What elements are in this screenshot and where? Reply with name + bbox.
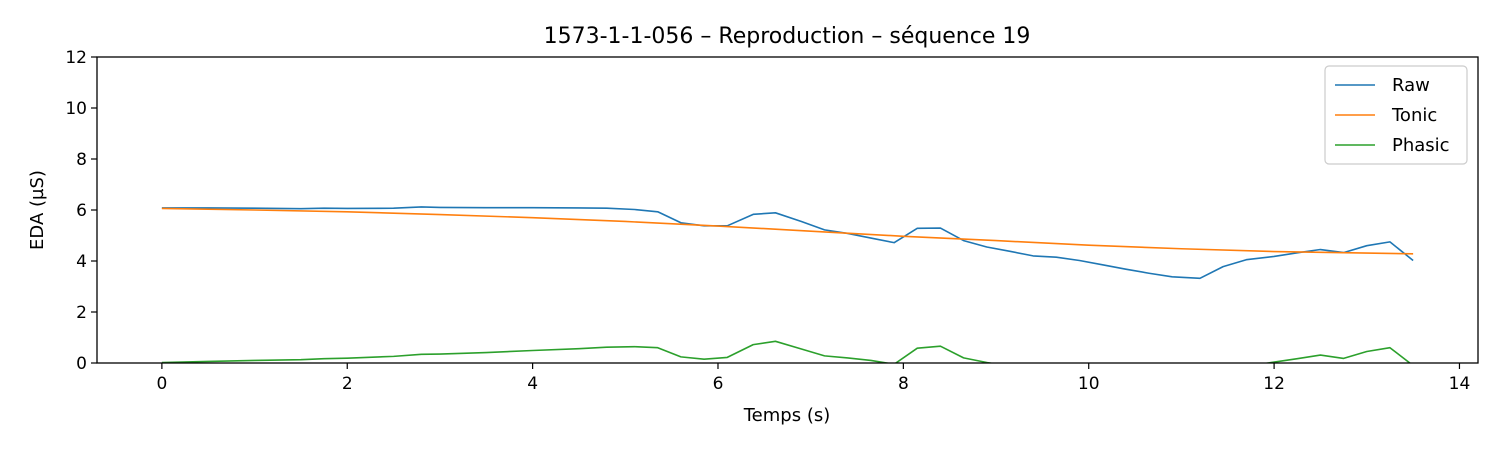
x-tick-label: 4 [527,374,538,394]
y-tick-label: 12 [65,48,87,68]
chart-title: 1573-1-1-056 – Reproduction – séquence 1… [544,24,1031,49]
y-axis-ticks: 0 2 4 6 8 10 12 [65,48,97,374]
series-layer [161,206,1414,363]
x-tick-label: 6 [713,374,724,394]
x-tick-label: 2 [342,374,353,394]
y-tick-label: 0 [76,354,87,374]
y-tick-label: 6 [76,201,87,221]
legend-label-phasic: Phasic [1392,135,1450,156]
x-tick-label: 0 [156,374,167,394]
series-line-raw [161,206,1414,280]
plot-frame [96,56,1479,364]
y-tick-label: 10 [65,99,87,119]
x-axis-label: Temps (s) [743,405,831,426]
y-tick-label: 4 [76,252,87,272]
legend-label-raw: Raw [1392,75,1430,96]
x-axis-ticks: 0 2 4 6 8 10 12 14 [156,363,1470,394]
series-line-phasic [161,340,1412,363]
x-tick-label: 12 [1263,374,1285,394]
series-line-tonic [161,207,1414,255]
y-tick-label: 2 [76,303,87,323]
y-tick-label: 8 [76,150,87,170]
x-tick-label: 10 [1078,374,1100,394]
legend-label-tonic: Tonic [1391,105,1437,126]
x-tick-label: 14 [1449,374,1471,394]
legend-box [1324,65,1468,165]
y-axis-label: EDA (µS) [27,170,48,250]
chart-legend: Raw Tonic Phasic [1324,65,1468,165]
x-tick-label: 8 [898,374,909,394]
